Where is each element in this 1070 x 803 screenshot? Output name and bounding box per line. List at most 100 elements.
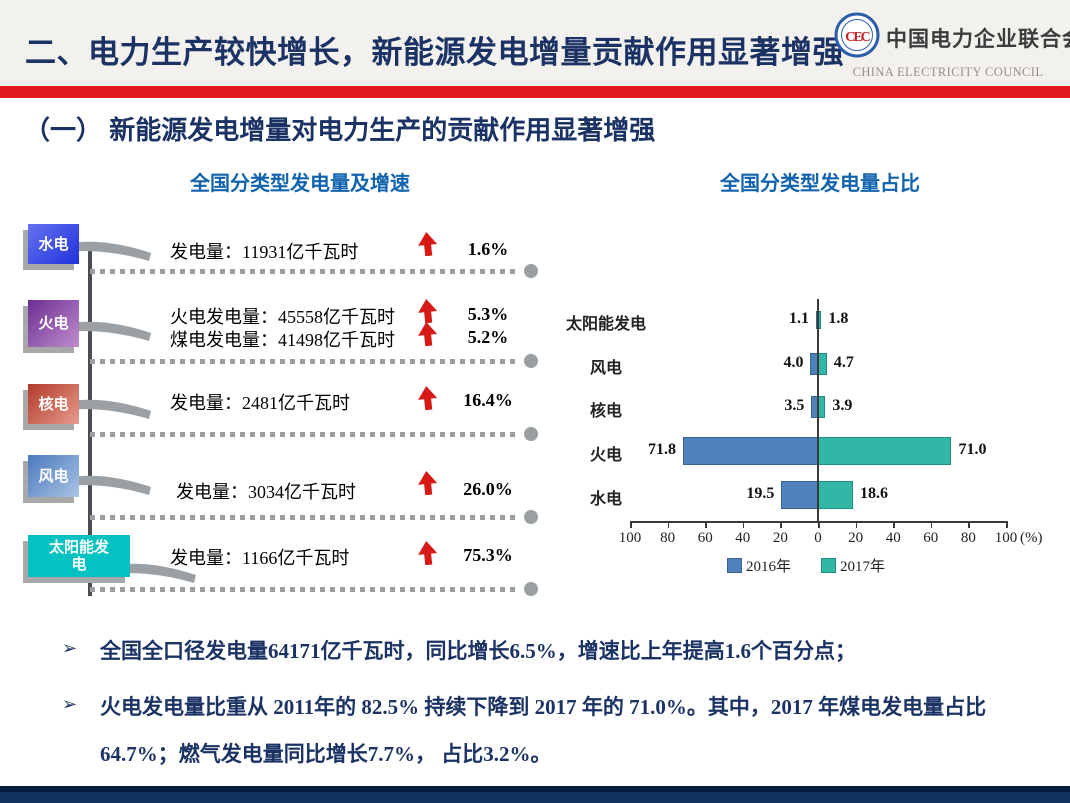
right-chart-title: 全国分类型发电量占比 <box>720 173 920 195</box>
cec-emblem-icon: CEC <box>834 12 880 63</box>
type-box-label: 核电 <box>38 395 69 413</box>
generation-text: 煤电发电量：41498亿千瓦时 <box>170 330 395 350</box>
tornado-axis-unit-label: (%) <box>1020 530 1043 546</box>
dotted-separator-end <box>524 264 538 278</box>
tornado-axis-tick-label: 20 <box>772 530 788 546</box>
tornado-axis-tick <box>1006 521 1008 528</box>
tornado-value-2017: 3.9 <box>832 397 853 414</box>
tornado-value-2017: 71.0 <box>958 441 987 458</box>
tornado-value-2016: 3.5 <box>784 397 805 414</box>
tornado-category-label: 火电 <box>589 447 622 464</box>
tornado-axis-tick-label: 80 <box>960 530 976 546</box>
tornado-axis-tick-label: 20 <box>848 530 864 546</box>
tornado-axis-tick-label: 40 <box>735 530 751 546</box>
dotted-separator-end <box>524 354 538 368</box>
dotted-separator <box>90 432 520 437</box>
tornado-bar-2017 <box>818 396 826 418</box>
legend-label: 2017年 <box>840 559 886 575</box>
tornado-axis-tick <box>968 521 970 528</box>
tornado-bar-2017 <box>818 437 952 465</box>
type-box-label: 火电 <box>38 315 69 332</box>
tornado-value-2017: 18.6 <box>859 485 888 502</box>
bullet-arrow-icon: ➢ <box>62 694 78 714</box>
growth-pct: 5.2% <box>467 327 509 347</box>
tornado-bar-2016 <box>683 437 818 465</box>
connector-swoosh <box>57 321 151 341</box>
tornado-axis-tick-label: 100 <box>994 530 1018 546</box>
type-box-label: 风电 <box>38 467 69 485</box>
generation-text: 发电量：11931亿千瓦时 <box>170 242 359 262</box>
tornado-axis-tick-label: 60 <box>923 530 939 546</box>
bullet-text: 火电发电量比重从 2011年的 82.5% 持续下降到 2017 年的 71.0… <box>100 695 987 766</box>
growth-pct: 75.3% <box>463 545 513 565</box>
tornado-axis-tick <box>818 521 820 528</box>
tornado-category-label: 风电 <box>589 360 622 377</box>
diagram-spine-line <box>88 250 92 596</box>
up-arrow-icon <box>418 386 437 410</box>
bullet-text: 全国全口径发电量64171亿千瓦时，同比增长6.5%，增速比上年提高1.6个百分… <box>100 639 856 663</box>
growth-pct: 26.0% <box>463 479 513 499</box>
tornado-axis-tick-label: 0 <box>814 530 822 546</box>
type-box-label: 水电 <box>38 235 69 253</box>
generation-text: 发电量：2481亿千瓦时 <box>170 393 350 413</box>
bullet-arrow-icon: ➢ <box>62 638 78 658</box>
dotted-separator <box>90 587 520 592</box>
tornado-axis-tick-label: 100 <box>618 530 642 546</box>
up-arrow-icon <box>418 322 437 346</box>
bullet-item: ➢ 火电发电量比重从 2011年的 82.5% 持续下降到 2017 年的 71… <box>62 684 1027 778</box>
connector-swoosh <box>57 241 151 261</box>
up-arrow-icon <box>418 299 437 323</box>
dotted-separator <box>90 359 520 364</box>
tornado-value-2016: 19.5 <box>746 485 775 502</box>
page-title: 二、电力生产较快增长，新能源发电增量贡献作用显著增强 <box>25 35 844 70</box>
tornado-bar-2017 <box>818 481 853 509</box>
generation-text: 发电量：3034亿千瓦时 <box>176 482 356 502</box>
tornado-axis-tick-label: 80 <box>660 530 676 546</box>
generation-growth-diagram: 水电 发电量：11931亿千瓦时 1.6% 火电 火电发电量：45558亿千瓦时… <box>0 0 550 620</box>
tornado-legend: 2016年 2017年 <box>550 555 1062 576</box>
tornado-value-2016: 4.0 <box>783 354 804 371</box>
up-arrow-icon <box>418 541 437 565</box>
connector-swoosh <box>57 475 151 495</box>
tornado-bar-2016 <box>781 481 818 509</box>
up-arrow-icon <box>418 232 437 256</box>
growth-pct: 1.6% <box>467 239 509 259</box>
dotted-separator <box>90 515 520 520</box>
generation-text: 发电量：1166亿千瓦时 <box>170 548 350 568</box>
svg-text:CEC: CEC <box>845 30 870 45</box>
type-box-solar: 太阳能发电 <box>28 535 130 577</box>
tornado-axis-tick-label: 60 <box>697 530 713 546</box>
up-arrow-icon <box>418 471 437 495</box>
tornado-bar-2017 <box>818 353 827 375</box>
tornado-value-2017: 1.8 <box>828 310 849 327</box>
logo-text-cn: 中国电力企业联合会 <box>886 27 1070 51</box>
type-box-thermal: 火电 <box>28 300 79 347</box>
tornado-value-2017: 4.7 <box>833 354 854 371</box>
red-divider-bar <box>0 86 1070 98</box>
legend-item: 2016年 <box>726 555 791 576</box>
growth-pct: 5.3% <box>467 304 509 324</box>
tornado-axis-tick <box>780 521 782 528</box>
logo-text-en: CHINA ELECTRICITY COUNCIL <box>852 65 1044 79</box>
tornado-category-label: 核电 <box>589 403 622 420</box>
section-title: （一） 新能源发电增量对电力生产的贡献作用显著增强 <box>24 115 656 145</box>
dotted-separator <box>90 269 520 274</box>
growth-pct: 16.4% <box>463 390 513 410</box>
dotted-separator-end <box>524 427 538 441</box>
tornado-axis-tick-label: 40 <box>885 530 901 546</box>
dotted-separator-end <box>524 582 538 596</box>
tornado-axis-tick <box>893 521 895 528</box>
legend-swatch-icon <box>726 558 742 573</box>
bullet-item: ➢ 全国全口径发电量64171亿千瓦时，同比增长6.5%，增速比上年提高1.6个… <box>62 628 1027 675</box>
connector-swoosh <box>57 399 151 419</box>
legend-item: 2017年 <box>821 555 885 576</box>
type-box-label: 太阳能发电 <box>48 539 109 573</box>
header-band: 二、电力生产较快增长，新能源发电增量贡献作用显著增强 CEC 中国电力企业联合会… <box>0 0 1070 86</box>
tornado-axis-tick <box>705 521 707 528</box>
type-box-wind: 风电 <box>28 455 79 497</box>
tornado-axis-tick <box>667 521 670 528</box>
tornado-center-axis <box>817 299 819 521</box>
tornado-axis-tick <box>630 521 632 528</box>
tornado-axis-tick <box>855 521 858 528</box>
